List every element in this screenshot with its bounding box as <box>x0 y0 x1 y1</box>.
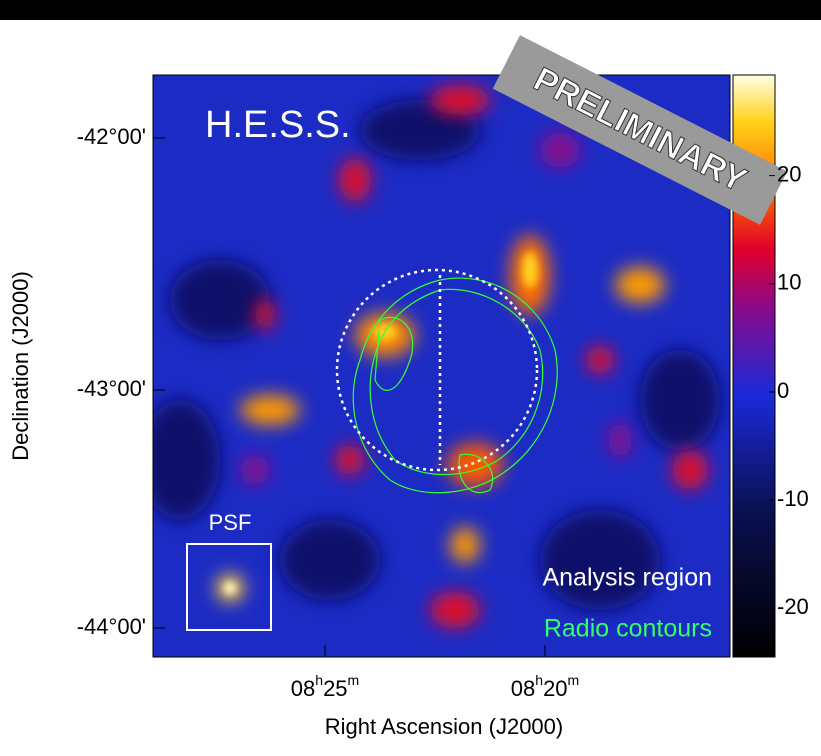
x-tick-part: m <box>348 672 360 688</box>
x-tick-part: h <box>535 672 543 688</box>
x-tick-label: 08h25m <box>291 672 359 701</box>
x-tick-part: 25 <box>323 676 347 701</box>
legend-contours: Radio contours <box>544 615 712 643</box>
x-tick-part: 08 <box>291 676 315 701</box>
y-tick-label: -43°00' <box>77 376 146 401</box>
x-tick-label: 08h20m <box>511 672 579 701</box>
figure: H.E.S.S. PSF Analysis region Radio conto… <box>0 0 821 751</box>
colorbar-tick-label: 10 <box>777 270 801 295</box>
x-tick-part: m <box>568 672 580 688</box>
y-axis-label: Declination (J2000) <box>8 271 33 461</box>
colorbar-tick-label: 20 <box>777 161 801 186</box>
colorbar-tick-label: -10 <box>777 486 809 511</box>
psf-label: PSF <box>209 510 252 535</box>
y-tick-label: -44°00' <box>77 614 146 639</box>
top-bar <box>0 0 821 20</box>
y-tick-label: -42°00' <box>77 124 146 149</box>
x-tick-part: 08 <box>511 676 535 701</box>
x-axis-label: Right Ascension (J2000) <box>325 714 563 739</box>
colorbar-tick-label: 0 <box>777 378 789 403</box>
title: H.E.S.S. <box>205 104 351 146</box>
colorbar-tick-label: -20 <box>777 594 809 619</box>
x-tick-part: 20 <box>543 676 567 701</box>
x-tick-part: h <box>315 672 323 688</box>
legend-region: Analysis region <box>542 564 712 592</box>
